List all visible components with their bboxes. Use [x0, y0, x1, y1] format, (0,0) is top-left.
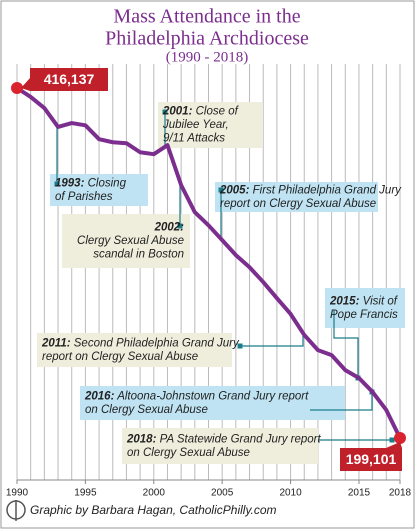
annotation-text: on Clergy Sexual Abuse [85, 404, 208, 416]
connector-end [177, 223, 183, 229]
annotation-line: 2018: PA Statewide Grand Jury report [126, 433, 322, 445]
annotation-box [325, 288, 405, 328]
annotation-label: 2001: [162, 106, 193, 118]
x-tick-label: 1990 [6, 488, 29, 499]
annotation-line: 9/11 Attacks [163, 133, 225, 145]
annotation-line: scandal in Boston [93, 249, 184, 261]
annotation-line: Clergy Sexual Abuse [77, 235, 184, 247]
annotation-box [50, 174, 148, 206]
annotation-label: 2015: [329, 295, 360, 307]
annotation-label: 2005: [219, 184, 250, 196]
chart-title: Mass Attendance in the [113, 6, 300, 28]
annotation-box [158, 102, 262, 148]
connector-end [54, 181, 60, 187]
annotation-label: 2016: [84, 390, 115, 402]
annotation-text: report on Clergy Sexual Abuse [220, 198, 376, 210]
x-tick-label: 2005 [211, 488, 234, 499]
annotation-label: 2002: [154, 222, 185, 234]
annotation-text: Jubilee Year, [162, 119, 229, 131]
value-label: 199,101 [346, 451, 397, 467]
annotation-line: 1993: Closing [55, 177, 127, 189]
connector [310, 392, 373, 411]
annotation-text: Second Philadelphia Grand Jury [74, 337, 240, 349]
x-tick-label: 2010 [279, 488, 302, 499]
connector [240, 336, 304, 347]
x-tick-label: 2000 [143, 488, 166, 499]
annotation-text: Closing [88, 177, 127, 189]
annotation-label: 1993: [55, 177, 85, 189]
annotation-line: Pope Francis [330, 309, 398, 321]
value-label-pointer [386, 442, 402, 448]
annotation-text: report on Clergy Sexual Abuse [42, 351, 198, 363]
annotation-line: on Clergy Sexual Abuse [127, 447, 250, 459]
data-line [15, 86, 402, 439]
end-point [394, 432, 406, 444]
annotation-box [62, 214, 190, 268]
annotation-box [215, 182, 378, 212]
annotation-label: 2011: [41, 337, 71, 349]
annotation-text: Altoona-Johnstown Grand Jury report [116, 390, 309, 402]
annotation-line: 2001: Close of [162, 106, 240, 118]
annotation-line: 2016: Altoona-Johnstown Grand Jury repor… [84, 390, 309, 402]
annotation-line: report on Clergy Sexual Abuse [42, 351, 198, 363]
annotation-line: report on Clergy Sexual Abuse [220, 198, 376, 210]
connector [333, 310, 359, 378]
annotation-box [122, 428, 318, 464]
logo [6, 500, 26, 521]
chart-subtitle: (1990 - 2018) [166, 49, 249, 65]
annotation-line: 2011: Second Philadelphia Grand Jury [41, 337, 240, 349]
annotation-text: Clergy Sexual Abuse [77, 235, 184, 247]
source: Graphic by Barbara Hagan, CatholicPhilly… [30, 503, 277, 517]
annotation-text: 9/11 Attacks [163, 133, 225, 145]
annotation-label: 2018: [126, 433, 157, 445]
annotation-text: First Philadelphia Grand Jury [253, 184, 403, 196]
annotation-text: Pope Francis [330, 309, 398, 321]
annotation-text: scandal in Boston [93, 249, 184, 261]
annotation-text: PA Statewide Grand Jury report [160, 433, 322, 445]
annotation-text: Close of [196, 106, 240, 118]
annotation-line: 2005: First Philadelphia Grand Jury [219, 184, 402, 196]
annotation-text: Visit of [363, 295, 399, 307]
annotation-box [80, 386, 345, 420]
annotation-line: of Parishes [55, 191, 113, 203]
annotation-line: on Clergy Sexual Abuse [85, 404, 208, 416]
connector-end [237, 343, 243, 349]
connector-end [218, 187, 224, 193]
x-tick-label: 2015 [348, 488, 371, 499]
value-label: 416,137 [44, 71, 95, 87]
x-tick-label: 2018 [389, 488, 412, 499]
chart-title: Philadelphia Archdiocese [105, 28, 309, 50]
annotation-line: 2015: Visit of [329, 295, 399, 307]
annotation-text: of Parishes [55, 191, 113, 203]
connector-end [389, 437, 395, 443]
annotation-text: on Clergy Sexual Abuse [127, 447, 250, 459]
value-label-box [30, 68, 108, 91]
end-point [11, 82, 23, 94]
connector-end [162, 109, 168, 115]
annotation-box [37, 333, 232, 367]
annotation-line: Jubilee Year, [162, 119, 229, 131]
x-tick-label: 1995 [74, 488, 97, 499]
value-label-box [340, 448, 402, 471]
value-label-pointer [21, 78, 30, 91]
